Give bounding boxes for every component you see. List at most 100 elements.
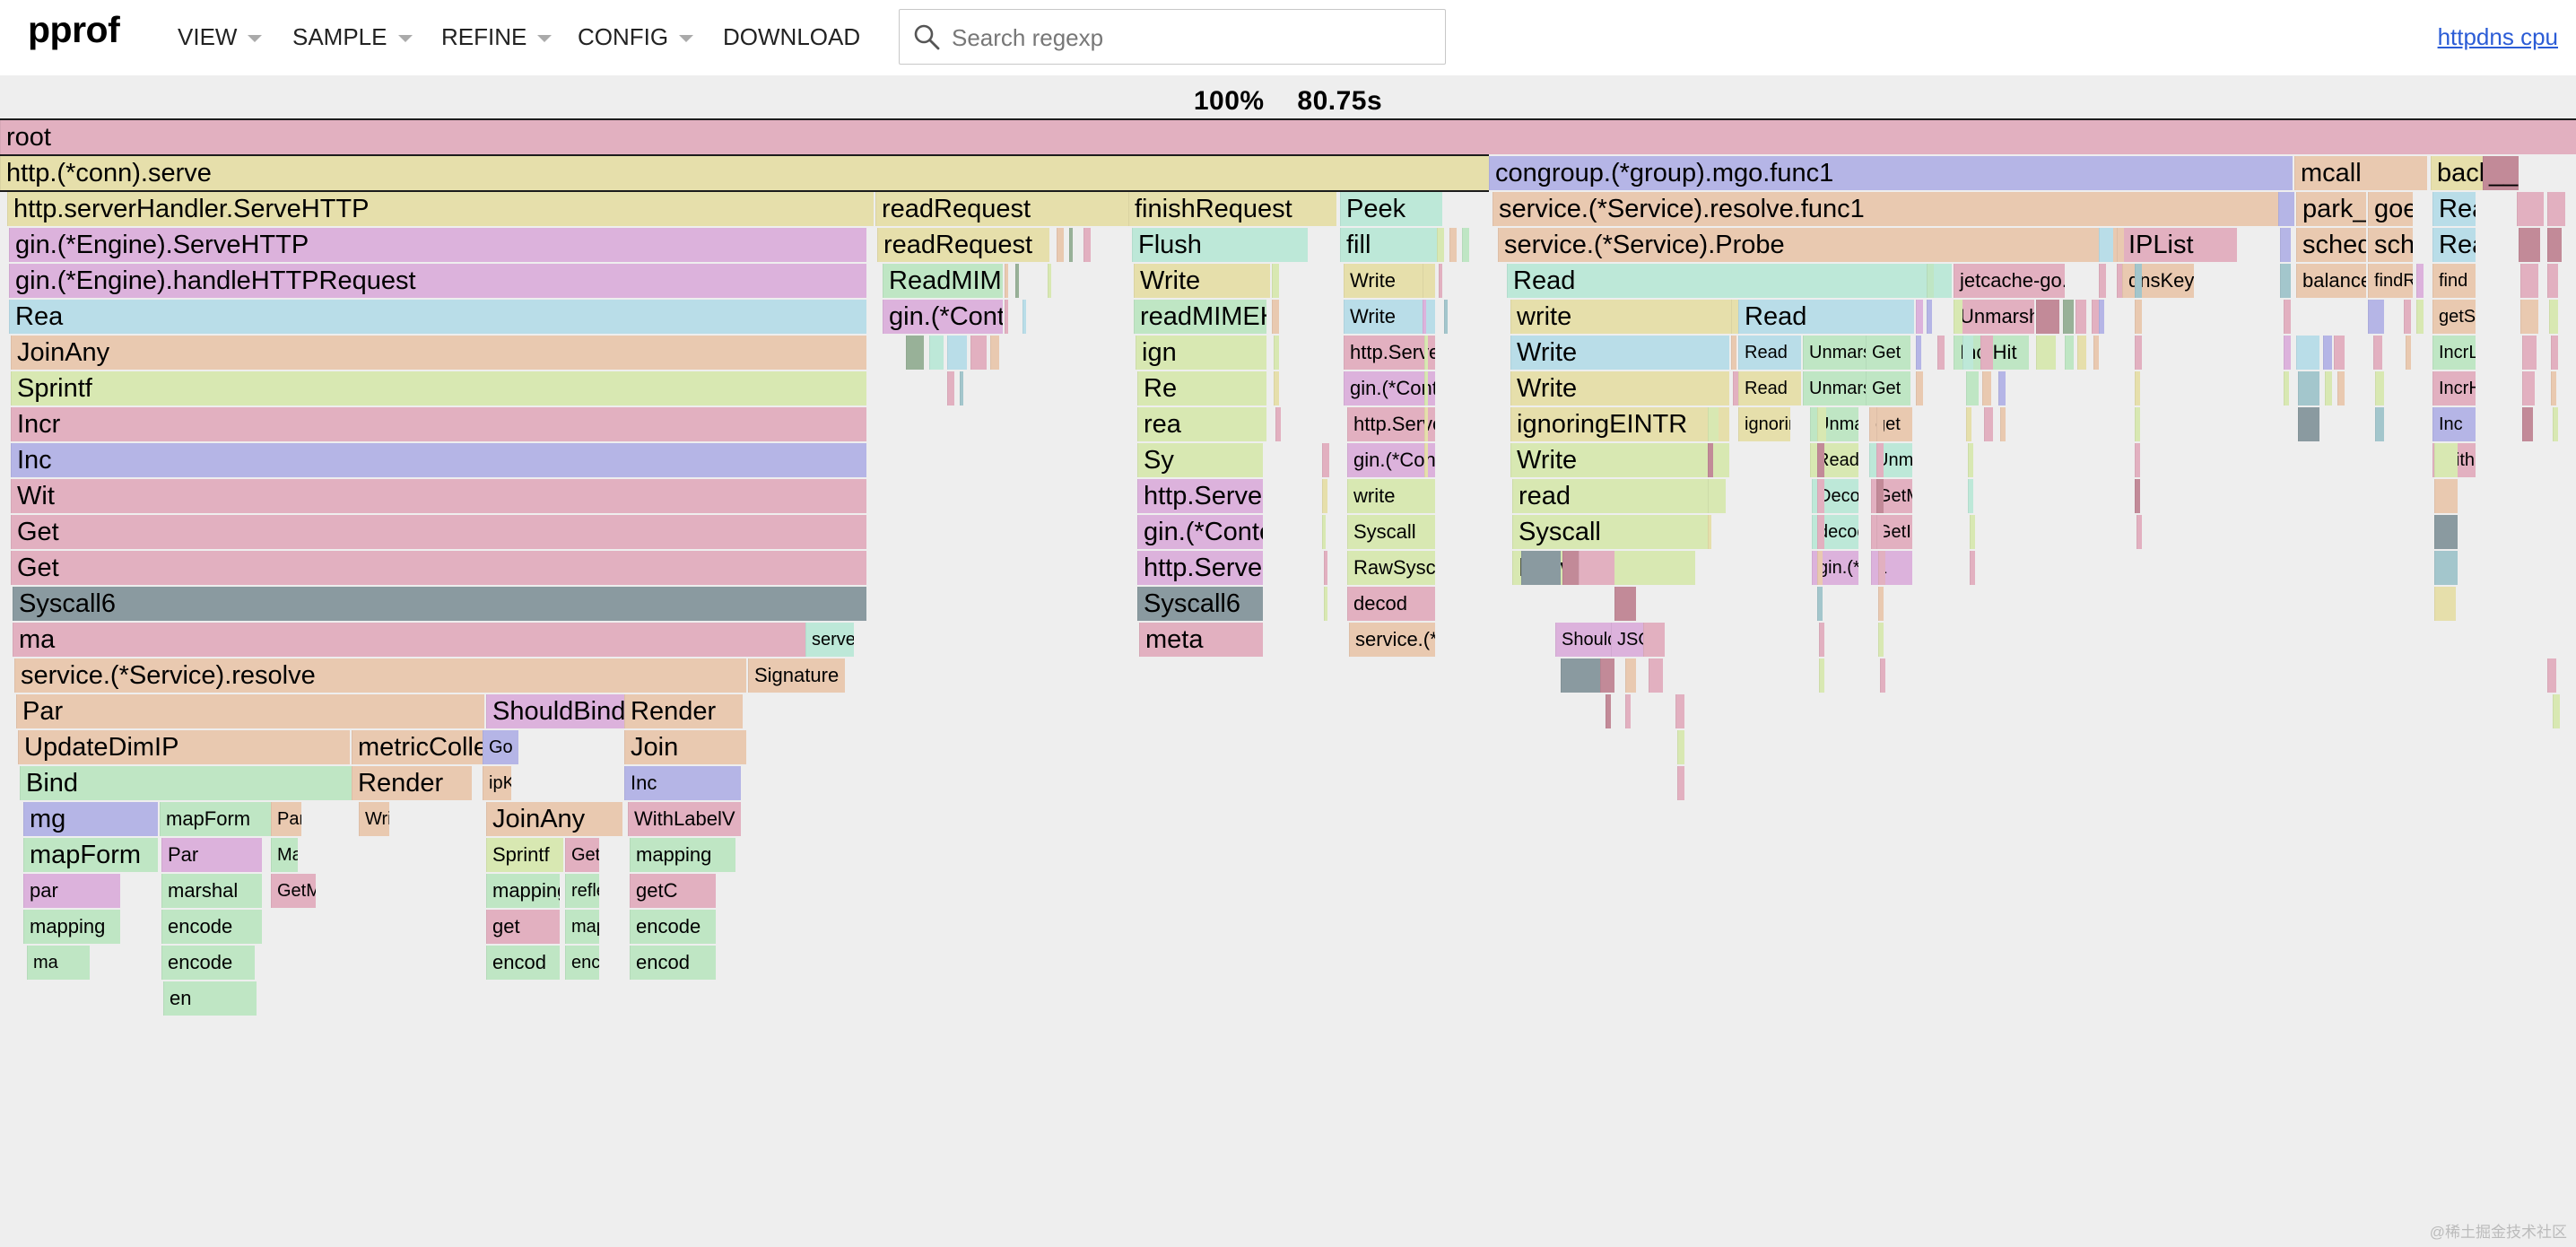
menu-download[interactable]: DOWNLOAD <box>723 23 860 51</box>
flame-sliver[interactable] <box>1274 336 1279 370</box>
flame-sliver[interactable] <box>1274 371 1279 405</box>
flame-frame[interactable]: Syscall <box>1512 515 1710 549</box>
flame-frame[interactable]: Marshal <box>271 838 298 872</box>
flame-frame[interactable]: mapping <box>486 874 560 908</box>
flame-sliver[interactable] <box>2522 407 2533 441</box>
flame-sliver[interactable] <box>2135 300 2142 334</box>
flame-sliver[interactable] <box>2284 300 2291 334</box>
flame-frame[interactable]: WithLabelV <box>628 802 741 836</box>
flame-sliver[interactable] <box>1731 300 1738 334</box>
flame-frame[interactable]: RawSyscall6 <box>1347 551 1435 585</box>
flame-sliver[interactable] <box>1579 551 1614 585</box>
flame-frame[interactable]: http.serverHandler.ServeHTTP <box>7 192 874 226</box>
flame-sliver[interactable] <box>1927 264 1934 298</box>
flame-frame[interactable]: balance <box>2296 264 2366 298</box>
flame-frame[interactable]: en <box>163 981 257 1016</box>
flame-frame[interactable]: Read <box>1507 264 1952 298</box>
flame-frame[interactable]: GetMetricW <box>565 838 599 872</box>
flame-frame[interactable]: par <box>23 874 120 908</box>
flame-sliver[interactable] <box>1966 371 1979 405</box>
flame-frame[interactable]: Write <box>1510 443 1729 477</box>
flame-sliver[interactable] <box>1876 407 1884 441</box>
flame-sliver[interactable] <box>1606 694 1611 728</box>
flame-sliver[interactable] <box>1708 479 1711 513</box>
flame-frame[interactable]: Inc <box>624 766 741 800</box>
flame-sliver[interactable] <box>1439 264 1442 298</box>
flame-sliver[interactable] <box>1980 336 1993 370</box>
flame-frame[interactable]: Go <box>483 730 518 764</box>
flame-frame[interactable]: Inc <box>2432 407 2476 441</box>
flame-sliver[interactable] <box>2404 300 2411 334</box>
flame-sliver[interactable] <box>1819 623 1824 657</box>
flame-frame[interactable]: marshal <box>161 874 262 908</box>
flame-sliver[interactable] <box>2434 443 2458 477</box>
flame-frame[interactable]: write <box>1347 479 1435 513</box>
flame-sliver[interactable] <box>1880 658 1885 693</box>
flame-frame[interactable]: Write <box>1510 371 1729 405</box>
flame-frame[interactable]: server.resolve <box>805 623 854 657</box>
flame-frame[interactable]: Syscall6 <box>1137 587 1263 621</box>
flame-frame[interactable]: rea <box>1137 407 1266 441</box>
flame-frame[interactable]: Peek <box>1340 192 1442 226</box>
flame-sliver[interactable] <box>2117 264 2122 298</box>
flame-sliver[interactable] <box>1876 443 1884 477</box>
flame-sliver[interactable] <box>1817 587 1823 621</box>
flame-frame[interactable]: http.ServerRecoveryMiddleware.func1 <box>1344 336 1435 370</box>
flame-sliver[interactable] <box>2520 264 2538 298</box>
flame-sliver[interactable] <box>1708 407 1719 441</box>
flame-sliver[interactable] <box>1731 336 1736 370</box>
flame-frame[interactable]: http.(*conn).serve <box>0 156 1489 190</box>
flame-sliver[interactable] <box>1878 551 1885 585</box>
flame-sliver[interactable] <box>2298 371 2319 405</box>
flame-sliver[interactable] <box>1324 587 1327 621</box>
flame-frame[interactable]: Wit <box>11 479 866 513</box>
flame-sliver[interactable] <box>2280 264 2291 298</box>
flame-frame[interactable]: mappi <box>565 910 599 944</box>
flame-frame[interactable]: backg <box>2431 156 2483 190</box>
flame-frame[interactable]: Sprintf <box>11 371 866 405</box>
flame-sliver[interactable] <box>2337 371 2345 405</box>
flame-sliver[interactable] <box>2551 371 2556 405</box>
flame-sliver[interactable] <box>2036 336 2056 370</box>
flame-sliver[interactable] <box>2547 228 2562 262</box>
flame-sliver[interactable] <box>2135 371 2140 405</box>
flame-frame[interactable]: encod <box>486 946 560 980</box>
flame-sliver[interactable] <box>2099 228 2113 262</box>
flame-sliver[interactable] <box>1927 300 1932 334</box>
flame-sliver[interactable] <box>1817 407 1826 441</box>
flame-sliver[interactable] <box>1733 371 1738 405</box>
flame-sliver[interactable] <box>2099 264 2106 298</box>
flame-sliver[interactable] <box>1069 228 1073 262</box>
flame-sliver[interactable] <box>1437 228 1444 262</box>
flame-frame[interactable]: congroup.(*group).mgo.func1 <box>1489 156 2293 190</box>
flame-sliver[interactable] <box>1322 515 1326 549</box>
flame-sliver[interactable] <box>1449 228 1457 262</box>
flame-frame[interactable]: Get <box>1866 371 1910 405</box>
flame-sliver[interactable] <box>2547 658 2556 693</box>
flame-sliver[interactable] <box>1423 264 1430 298</box>
flame-sliver[interactable] <box>1916 336 1921 370</box>
flame-sliver[interactable] <box>2065 336 2074 370</box>
flame-frame[interactable]: gin.(*Context).Next <box>1344 371 1435 405</box>
flame-sliver[interactable] <box>2551 336 2558 370</box>
flame-frame[interactable]: Render <box>624 694 743 728</box>
flame-frame[interactable]: Re <box>1137 371 1266 405</box>
flame-frame[interactable]: mapForm <box>160 802 271 836</box>
flame-sliver[interactable] <box>1966 407 1971 441</box>
flame-sliver[interactable] <box>947 371 954 405</box>
flame-sliver[interactable] <box>1878 623 1884 657</box>
flame-sliver[interactable] <box>2077 336 2086 370</box>
flame-sliver[interactable] <box>2522 336 2537 370</box>
flame-sliver[interactable] <box>1819 658 1824 693</box>
flame-sliver[interactable] <box>1324 551 1327 585</box>
flame-sliver[interactable] <box>2434 515 2458 549</box>
flame-sliver[interactable] <box>2000 407 2006 441</box>
flame-sliver[interactable] <box>1015 264 1019 298</box>
flame-sliver[interactable] <box>1272 264 1279 298</box>
flame-sliver[interactable] <box>2334 336 2345 370</box>
flame-sliver[interactable] <box>1970 551 1975 585</box>
flame-sliver[interactable] <box>990 336 999 370</box>
flame-sliver[interactable] <box>1916 371 1923 405</box>
flame-frame[interactable]: Write <box>1510 336 1729 370</box>
flame-sliver[interactable] <box>1083 228 1091 262</box>
